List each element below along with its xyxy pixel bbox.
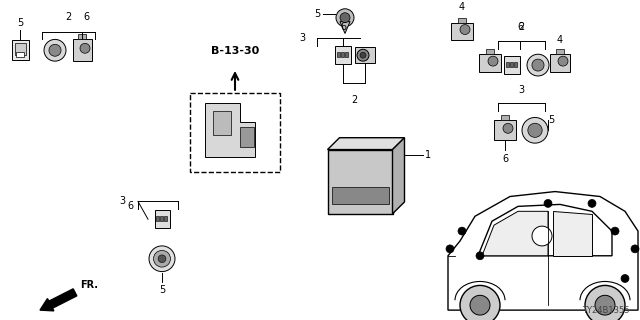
Circle shape <box>527 54 549 76</box>
Circle shape <box>544 199 552 207</box>
Bar <box>160 216 163 221</box>
Polygon shape <box>328 138 404 149</box>
Polygon shape <box>328 149 392 214</box>
Bar <box>78 35 86 39</box>
Text: 6: 6 <box>517 21 523 31</box>
Circle shape <box>49 44 61 56</box>
Text: 6: 6 <box>502 154 508 164</box>
Circle shape <box>631 245 639 253</box>
Circle shape <box>80 43 90 53</box>
Circle shape <box>460 25 470 35</box>
Bar <box>556 49 564 54</box>
Text: 2: 2 <box>65 12 71 22</box>
Polygon shape <box>340 22 350 34</box>
Circle shape <box>585 285 625 320</box>
Bar <box>486 49 494 54</box>
Polygon shape <box>392 138 404 214</box>
Bar <box>154 210 170 228</box>
Bar <box>458 18 466 23</box>
Circle shape <box>154 250 170 267</box>
Bar <box>15 43 26 55</box>
Polygon shape <box>553 211 592 256</box>
Text: 4: 4 <box>459 2 465 12</box>
Bar <box>510 62 513 67</box>
Bar <box>332 187 388 204</box>
Circle shape <box>528 123 542 137</box>
Bar <box>156 216 159 221</box>
Bar <box>504 56 520 74</box>
Text: 2: 2 <box>351 95 357 105</box>
Circle shape <box>595 295 615 315</box>
Text: 6: 6 <box>128 201 134 212</box>
Bar <box>337 52 340 57</box>
Polygon shape <box>482 211 548 256</box>
Bar <box>12 40 29 60</box>
Circle shape <box>360 52 366 58</box>
Bar <box>494 120 516 140</box>
Circle shape <box>532 59 544 71</box>
Bar <box>451 23 473 40</box>
Circle shape <box>503 124 513 133</box>
Text: TY24B1355: TY24B1355 <box>582 306 630 315</box>
Circle shape <box>476 252 484 260</box>
Circle shape <box>336 9 354 27</box>
Bar <box>345 52 348 57</box>
Polygon shape <box>478 204 612 256</box>
Text: 3: 3 <box>299 33 305 44</box>
Text: 5: 5 <box>314 9 320 19</box>
Circle shape <box>532 226 552 246</box>
Bar <box>550 54 570 72</box>
Circle shape <box>558 56 568 66</box>
Circle shape <box>522 117 548 143</box>
Bar <box>16 52 24 57</box>
Bar <box>501 116 509 120</box>
Circle shape <box>470 295 490 315</box>
Circle shape <box>458 227 466 235</box>
Bar <box>72 39 92 61</box>
Text: 3: 3 <box>119 196 125 206</box>
Bar <box>213 110 231 135</box>
Circle shape <box>158 255 166 263</box>
Text: 3: 3 <box>518 85 524 95</box>
Bar <box>479 54 501 72</box>
Circle shape <box>621 275 629 283</box>
Circle shape <box>340 13 350 23</box>
Polygon shape <box>448 192 638 310</box>
Circle shape <box>611 227 619 235</box>
Circle shape <box>588 199 596 207</box>
Circle shape <box>44 39 66 61</box>
Bar <box>240 127 254 147</box>
Text: 5: 5 <box>17 18 23 28</box>
Circle shape <box>460 285 500 320</box>
Text: FR.: FR. <box>80 280 98 290</box>
Text: 6: 6 <box>83 12 89 22</box>
Circle shape <box>149 246 175 272</box>
Circle shape <box>446 245 454 253</box>
Bar <box>506 62 509 67</box>
Bar <box>355 47 375 63</box>
Bar <box>335 46 351 64</box>
Text: B-13-30: B-13-30 <box>211 46 259 56</box>
Bar <box>190 93 280 172</box>
Text: 5: 5 <box>159 285 165 295</box>
Bar <box>514 62 517 67</box>
Text: 5: 5 <box>548 116 554 125</box>
Circle shape <box>488 56 498 66</box>
Circle shape <box>357 49 369 61</box>
Bar <box>164 216 167 221</box>
Bar <box>341 52 344 57</box>
FancyArrow shape <box>40 289 77 311</box>
Text: 6: 6 <box>340 21 346 31</box>
Text: 4: 4 <box>557 35 563 45</box>
Polygon shape <box>205 103 255 157</box>
Text: 1: 1 <box>424 149 431 159</box>
Text: 2: 2 <box>518 21 524 31</box>
